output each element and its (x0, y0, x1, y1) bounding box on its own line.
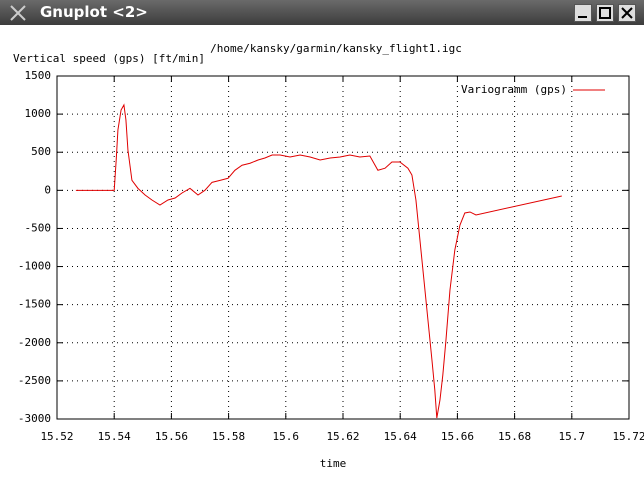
y-tick-label: -1500 (18, 298, 51, 311)
x-tick-label: 15.7 (559, 430, 586, 443)
x-axis-label: time (320, 457, 347, 470)
legend-label: Variogramm (gps) (461, 83, 567, 96)
x-tick-label: 15.66 (441, 430, 474, 443)
y-tick-label: 1500 (25, 69, 52, 82)
plot-frame (56, 75, 630, 420)
y-tick-label: -2500 (18, 374, 51, 387)
maximize-button[interactable] (596, 4, 614, 22)
y-tick-label: 500 (31, 145, 51, 158)
x-tick-label: 15.68 (498, 430, 531, 443)
window-title: Gnuplot <2> (40, 3, 148, 21)
x-tick-label: 15.58 (212, 430, 245, 443)
x-tick-label: 15.52 (40, 430, 73, 443)
x-tick-label: 15.54 (98, 430, 131, 443)
y-tick-label: -500 (25, 221, 52, 234)
data-line (75, 103, 562, 419)
x-tick-label: 15.62 (326, 430, 359, 443)
window-icon (10, 5, 26, 21)
chart-title: /home/kansky/garmin/kansky_flight1.igc (210, 42, 462, 55)
y-tick-label: -1000 (18, 260, 51, 273)
close-button[interactable] (618, 4, 636, 22)
y-tick-label: 0 (44, 183, 51, 196)
minimize-button[interactable] (574, 4, 592, 22)
y-tick-label: 1000 (25, 107, 52, 120)
y-tick-label: -2000 (18, 336, 51, 349)
x-tick-label: 15.56 (155, 430, 188, 443)
x-tick-label: 15.64 (384, 430, 417, 443)
y-axis-label: Vertical speed (gps) [ft/min] (13, 52, 205, 65)
title-bar: Gnuplot <2> (0, 0, 644, 25)
chart: /home/kansky/garmin/kansky_flight1.igc V… (13, 42, 644, 470)
x-tick-label: 15.6 (273, 430, 300, 443)
x-tick-label: 15.72 (612, 430, 644, 443)
y-tick-label: -3000 (18, 412, 51, 425)
